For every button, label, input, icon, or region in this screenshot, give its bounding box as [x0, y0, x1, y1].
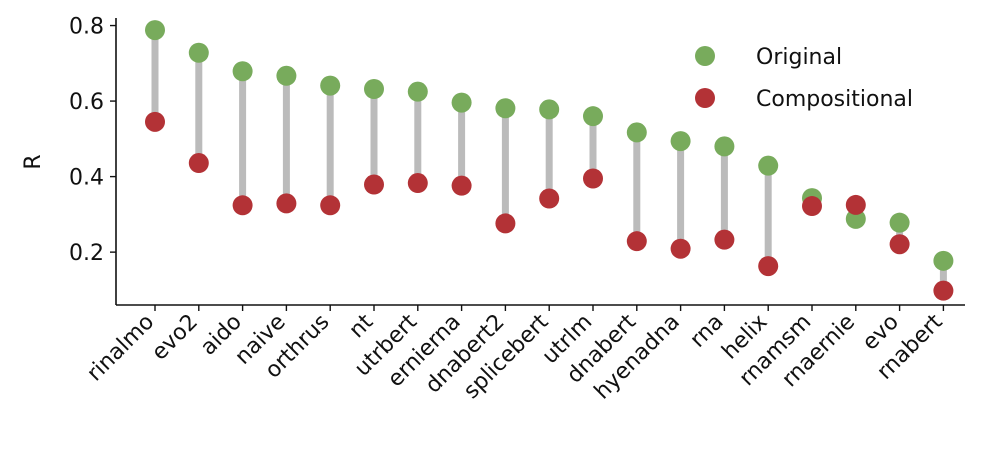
legend: Original Compositional	[695, 45, 913, 112]
point-original-rnabert	[933, 250, 954, 271]
point-original-dnabert	[626, 122, 647, 143]
y-tick-label: 0.6	[69, 90, 104, 115]
point-original-utrlm	[583, 106, 603, 127]
point-original-utrbert	[407, 81, 428, 102]
point-compositional-naive	[276, 193, 297, 214]
point-compositional-dnabert	[626, 231, 647, 252]
y-axis-label: R	[21, 154, 46, 169]
x-tick-label-nt: nt	[345, 309, 379, 343]
data-points	[145, 20, 954, 301]
point-compositional-rinalmo	[145, 111, 165, 132]
point-original-dnabert2	[495, 98, 516, 119]
point-compositional-rnaernie	[845, 194, 866, 215]
point-compositional-evo	[889, 234, 910, 255]
point-compositional-splicebert	[539, 188, 560, 209]
y-ticks: 0.2 0.4 0.6 0.8	[69, 15, 116, 266]
point-compositional-helix	[758, 256, 779, 277]
point-compositional-rnabert	[933, 280, 954, 301]
point-compositional-aido	[232, 195, 253, 216]
point-compositional-utrbert	[407, 173, 428, 194]
point-compositional-rna	[714, 229, 735, 250]
connector-lines	[151, 30, 947, 291]
axes	[115, 18, 965, 306]
point-compositional-orthrus	[320, 195, 341, 216]
point-original-splicebert	[539, 99, 560, 120]
legend-marker-compositional	[695, 88, 715, 108]
point-original-naive	[276, 65, 297, 86]
point-compositional-hyenadna	[670, 238, 691, 259]
legend-marker-original	[695, 46, 715, 66]
point-compositional-utrlm	[583, 168, 603, 189]
point-compositional-dnabert2	[495, 213, 516, 234]
point-original-rna	[714, 136, 735, 157]
y-tick-label: 0.2	[69, 241, 104, 266]
y-tick-label: 0.8	[69, 15, 104, 40]
point-original-ernierna	[451, 92, 472, 113]
legend-label-original: Original	[756, 45, 842, 70]
legend-label-compositional: Compositional	[756, 87, 913, 112]
y-tick-label: 0.4	[69, 166, 104, 191]
point-original-evo2	[188, 42, 209, 63]
point-original-helix	[758, 155, 779, 176]
point-compositional-nt	[364, 174, 384, 195]
point-original-evo	[889, 212, 910, 233]
point-original-orthrus	[320, 75, 341, 96]
x-tick-label-evo2: evo2	[147, 310, 203, 366]
point-original-hyenadna	[670, 131, 691, 152]
point-original-rinalmo	[145, 20, 165, 41]
point-original-rnaernie	[845, 208, 866, 229]
point-compositional-evo2	[188, 153, 209, 174]
point-original-nt	[364, 78, 384, 99]
point-original-aido	[232, 61, 253, 82]
point-compositional-rnamsm	[802, 196, 822, 217]
point-compositional-ernierna	[451, 175, 472, 196]
